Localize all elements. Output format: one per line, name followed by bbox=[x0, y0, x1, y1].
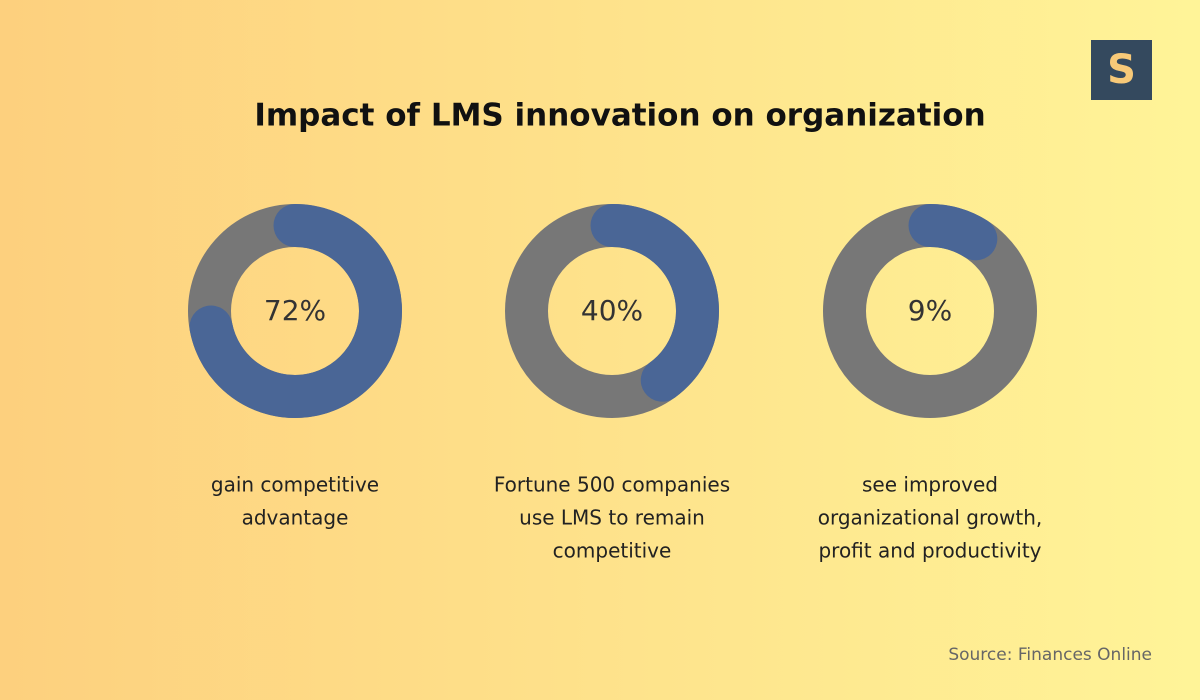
logo: S bbox=[1107, 47, 1136, 93]
donut-arc bbox=[189, 204, 402, 418]
charts: 72% gain competitive advantage 40% Fortune 5… bbox=[188, 204, 1042, 563]
caption: gain competitive bbox=[211, 473, 379, 497]
caption: Fortune 500 companies bbox=[494, 473, 730, 497]
title: Impact of LMS innovation on organization bbox=[254, 98, 985, 134]
donut-arc bbox=[590, 204, 719, 402]
donut-arc bbox=[908, 204, 998, 261]
source: Source: Finances Online bbox=[948, 645, 1152, 665]
caption: profit and productivity bbox=[818, 539, 1041, 563]
caption: organizational growth, bbox=[818, 506, 1042, 530]
value-label: 72% bbox=[264, 294, 326, 327]
value-label: 9% bbox=[908, 294, 952, 327]
logo-box bbox=[1091, 40, 1152, 100]
value-label: 40% bbox=[581, 294, 643, 327]
caption: see improved bbox=[862, 473, 998, 497]
caption: competitive bbox=[553, 539, 672, 563]
caption: advantage bbox=[242, 506, 349, 530]
caption: use LMS to remain bbox=[519, 506, 705, 530]
